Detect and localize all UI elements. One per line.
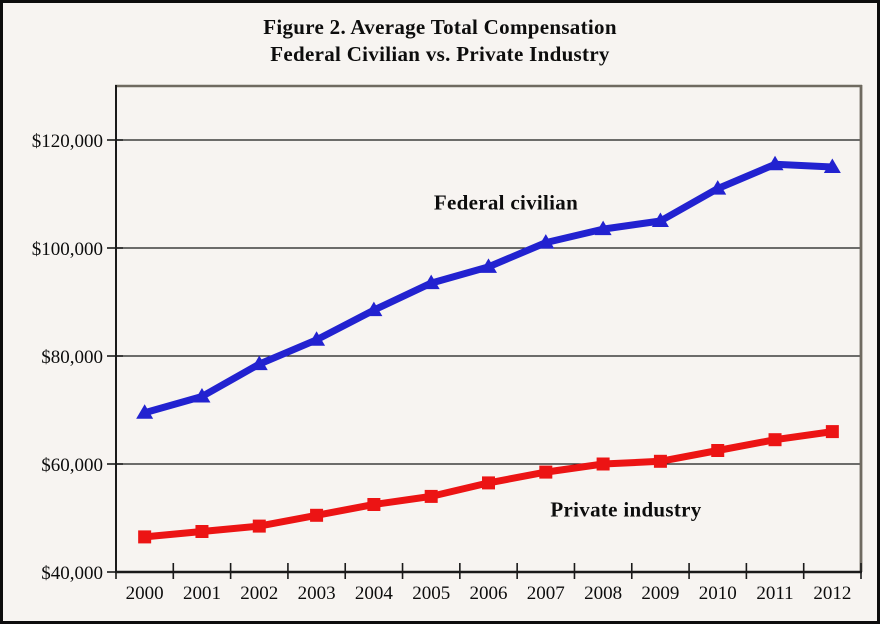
triangle-marker [365,301,383,317]
triangle-marker [709,180,727,195]
y-axis-tick-label: $40,000 [41,563,103,584]
series-label-private-industry: Private industry [550,497,702,522]
x-axis-tick-label: 2003 [298,583,336,604]
triangle-marker [537,234,555,249]
square-marker [768,433,782,447]
x-axis-tick-label: 2011 [756,583,793,604]
square-marker [195,525,209,538]
x-axis-tick-label: 2002 [240,583,278,604]
square-marker [424,489,438,503]
x-axis-tick-label: 2004 [355,583,394,604]
square-marker [825,425,839,439]
x-axis-tick-label: 2007 [527,583,565,604]
square-marker [596,457,610,471]
square-marker [310,508,324,522]
x-axis-tick-label: 2009 [641,583,679,604]
chart-title-line1: Figure 2. Average Total Compensation [263,15,617,39]
square-marker [252,519,266,533]
y-axis-tick-label: $100,000 [32,239,103,260]
series-label-federal-civilian: Federal civilian [433,190,579,215]
square-marker [711,444,725,457]
triangle-marker [422,274,440,290]
x-axis-tick-label: 2012 [813,583,851,604]
x-axis-tick-label: 2000 [126,583,164,604]
triangle-marker [308,331,326,346]
x-axis-tick-label: 2001 [183,583,221,604]
triangle-marker [594,220,612,236]
triangle-marker [193,388,211,403]
x-axis-tick-label: 2006 [470,583,508,604]
square-marker [539,465,553,479]
triangle-marker [250,355,268,371]
triangle-marker [136,404,154,419]
x-axis-tick-label: 2005 [412,583,450,604]
chart-plot: $40,000 $60,000 $80,000 $100,000 $120,000 200… [32,84,863,604]
y-axis-tick-label: $60,000 [41,455,103,476]
y-axis-tick-label: $120,000 [32,131,103,152]
square-marker [367,498,381,511]
square-marker [653,454,667,468]
y-axis-tick-label: $80,000 [41,347,103,368]
x-axis-tick-label: 2008 [584,583,622,604]
triangle-marker [480,258,497,273]
square-marker [482,476,495,490]
triangle-marker [823,158,841,173]
chart-title-line2: Federal Civilian vs. Private Industry [270,42,610,66]
x-axis-tick-label: 2010 [699,583,737,604]
triangle-marker [651,212,669,227]
chart-title: Figure 2. Average Total Compensation Fed… [3,14,877,68]
triangle-marker [766,155,784,171]
square-marker [138,530,152,544]
